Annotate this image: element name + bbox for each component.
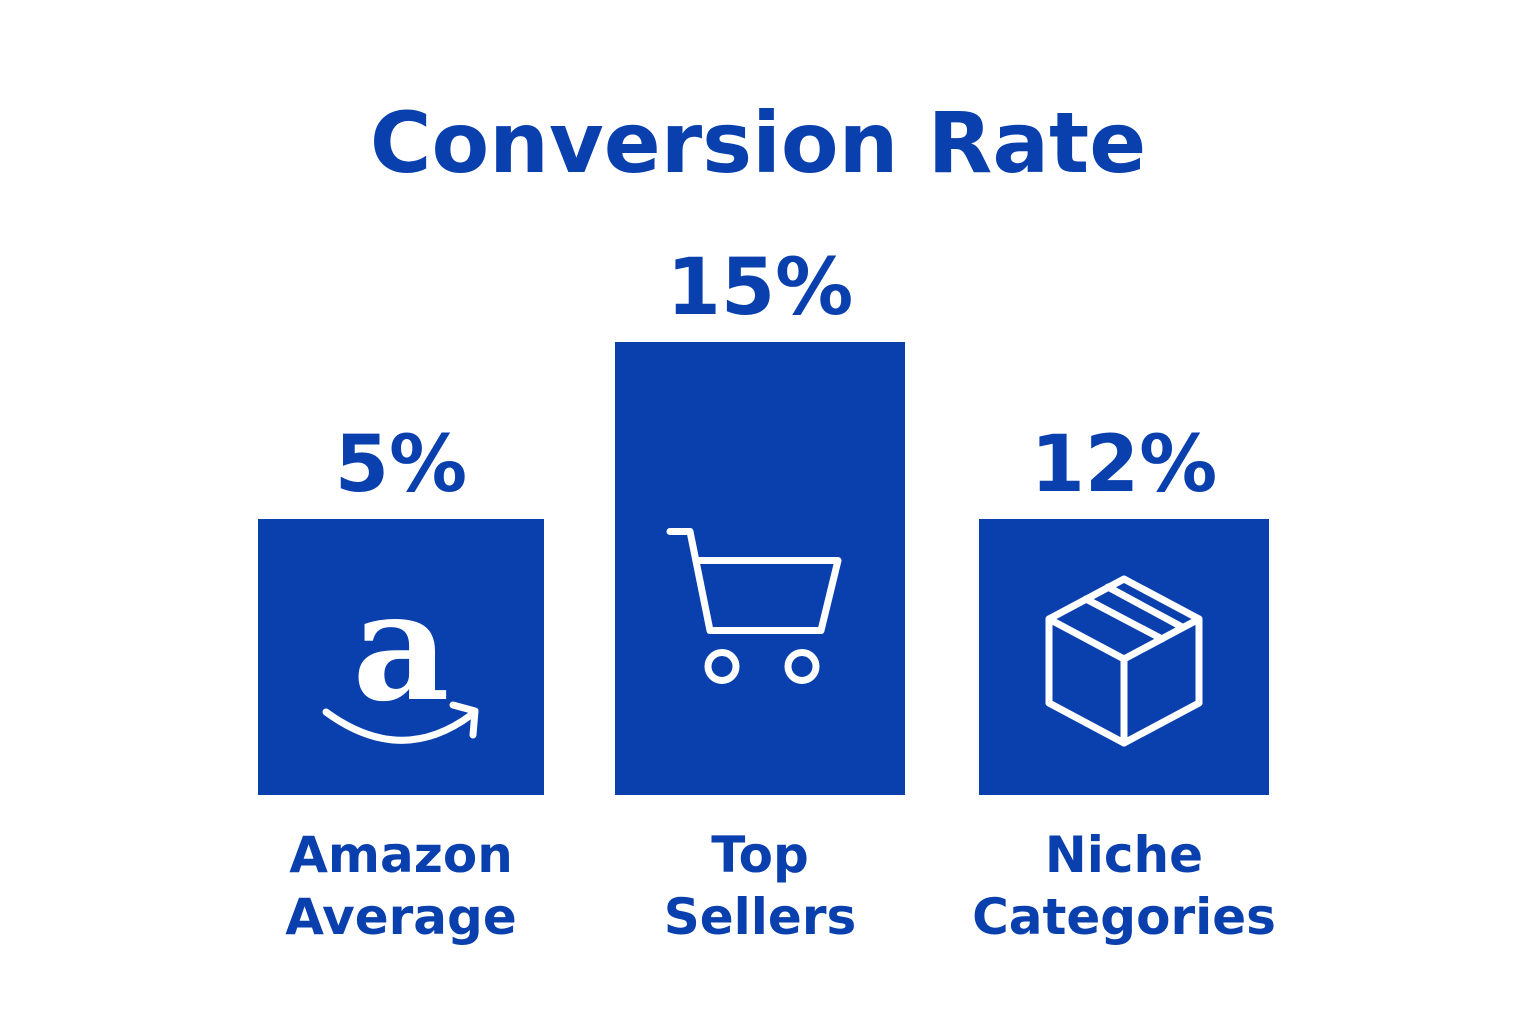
category-label-1-line-2: Average [285, 888, 517, 946]
box-tape-icon [1082, 583, 1186, 643]
shopping-cart-icon [666, 528, 842, 684]
cart-wheel-right-icon [784, 649, 820, 684]
category-label-1-line-1: Amazon [289, 826, 513, 884]
bar-1 [258, 519, 544, 795]
value-label-3: 12% [1031, 420, 1218, 510]
category-label-3-line-1: Niche [1045, 826, 1203, 884]
bar-2 [615, 342, 905, 795]
cart-basket-icon [666, 528, 842, 634]
package-box-icon [1045, 575, 1203, 747]
category-label-2-line-1: Top [711, 826, 809, 884]
amazon-arrow-head-icon [449, 701, 479, 739]
category-label-2-line-2: Sellers [664, 888, 857, 946]
amazon-logo-icon: a [322, 559, 479, 744]
category-label-3-line-2: Categories [972, 888, 1276, 946]
amazon-smile-icon [322, 708, 475, 744]
chart-title: Conversion Rate [370, 94, 1146, 192]
value-label-2: 15% [667, 243, 854, 333]
cart-wheel-left-icon [704, 649, 740, 684]
value-label-1: 5% [335, 420, 467, 510]
amazon-letter-a-icon: a [352, 559, 449, 735]
